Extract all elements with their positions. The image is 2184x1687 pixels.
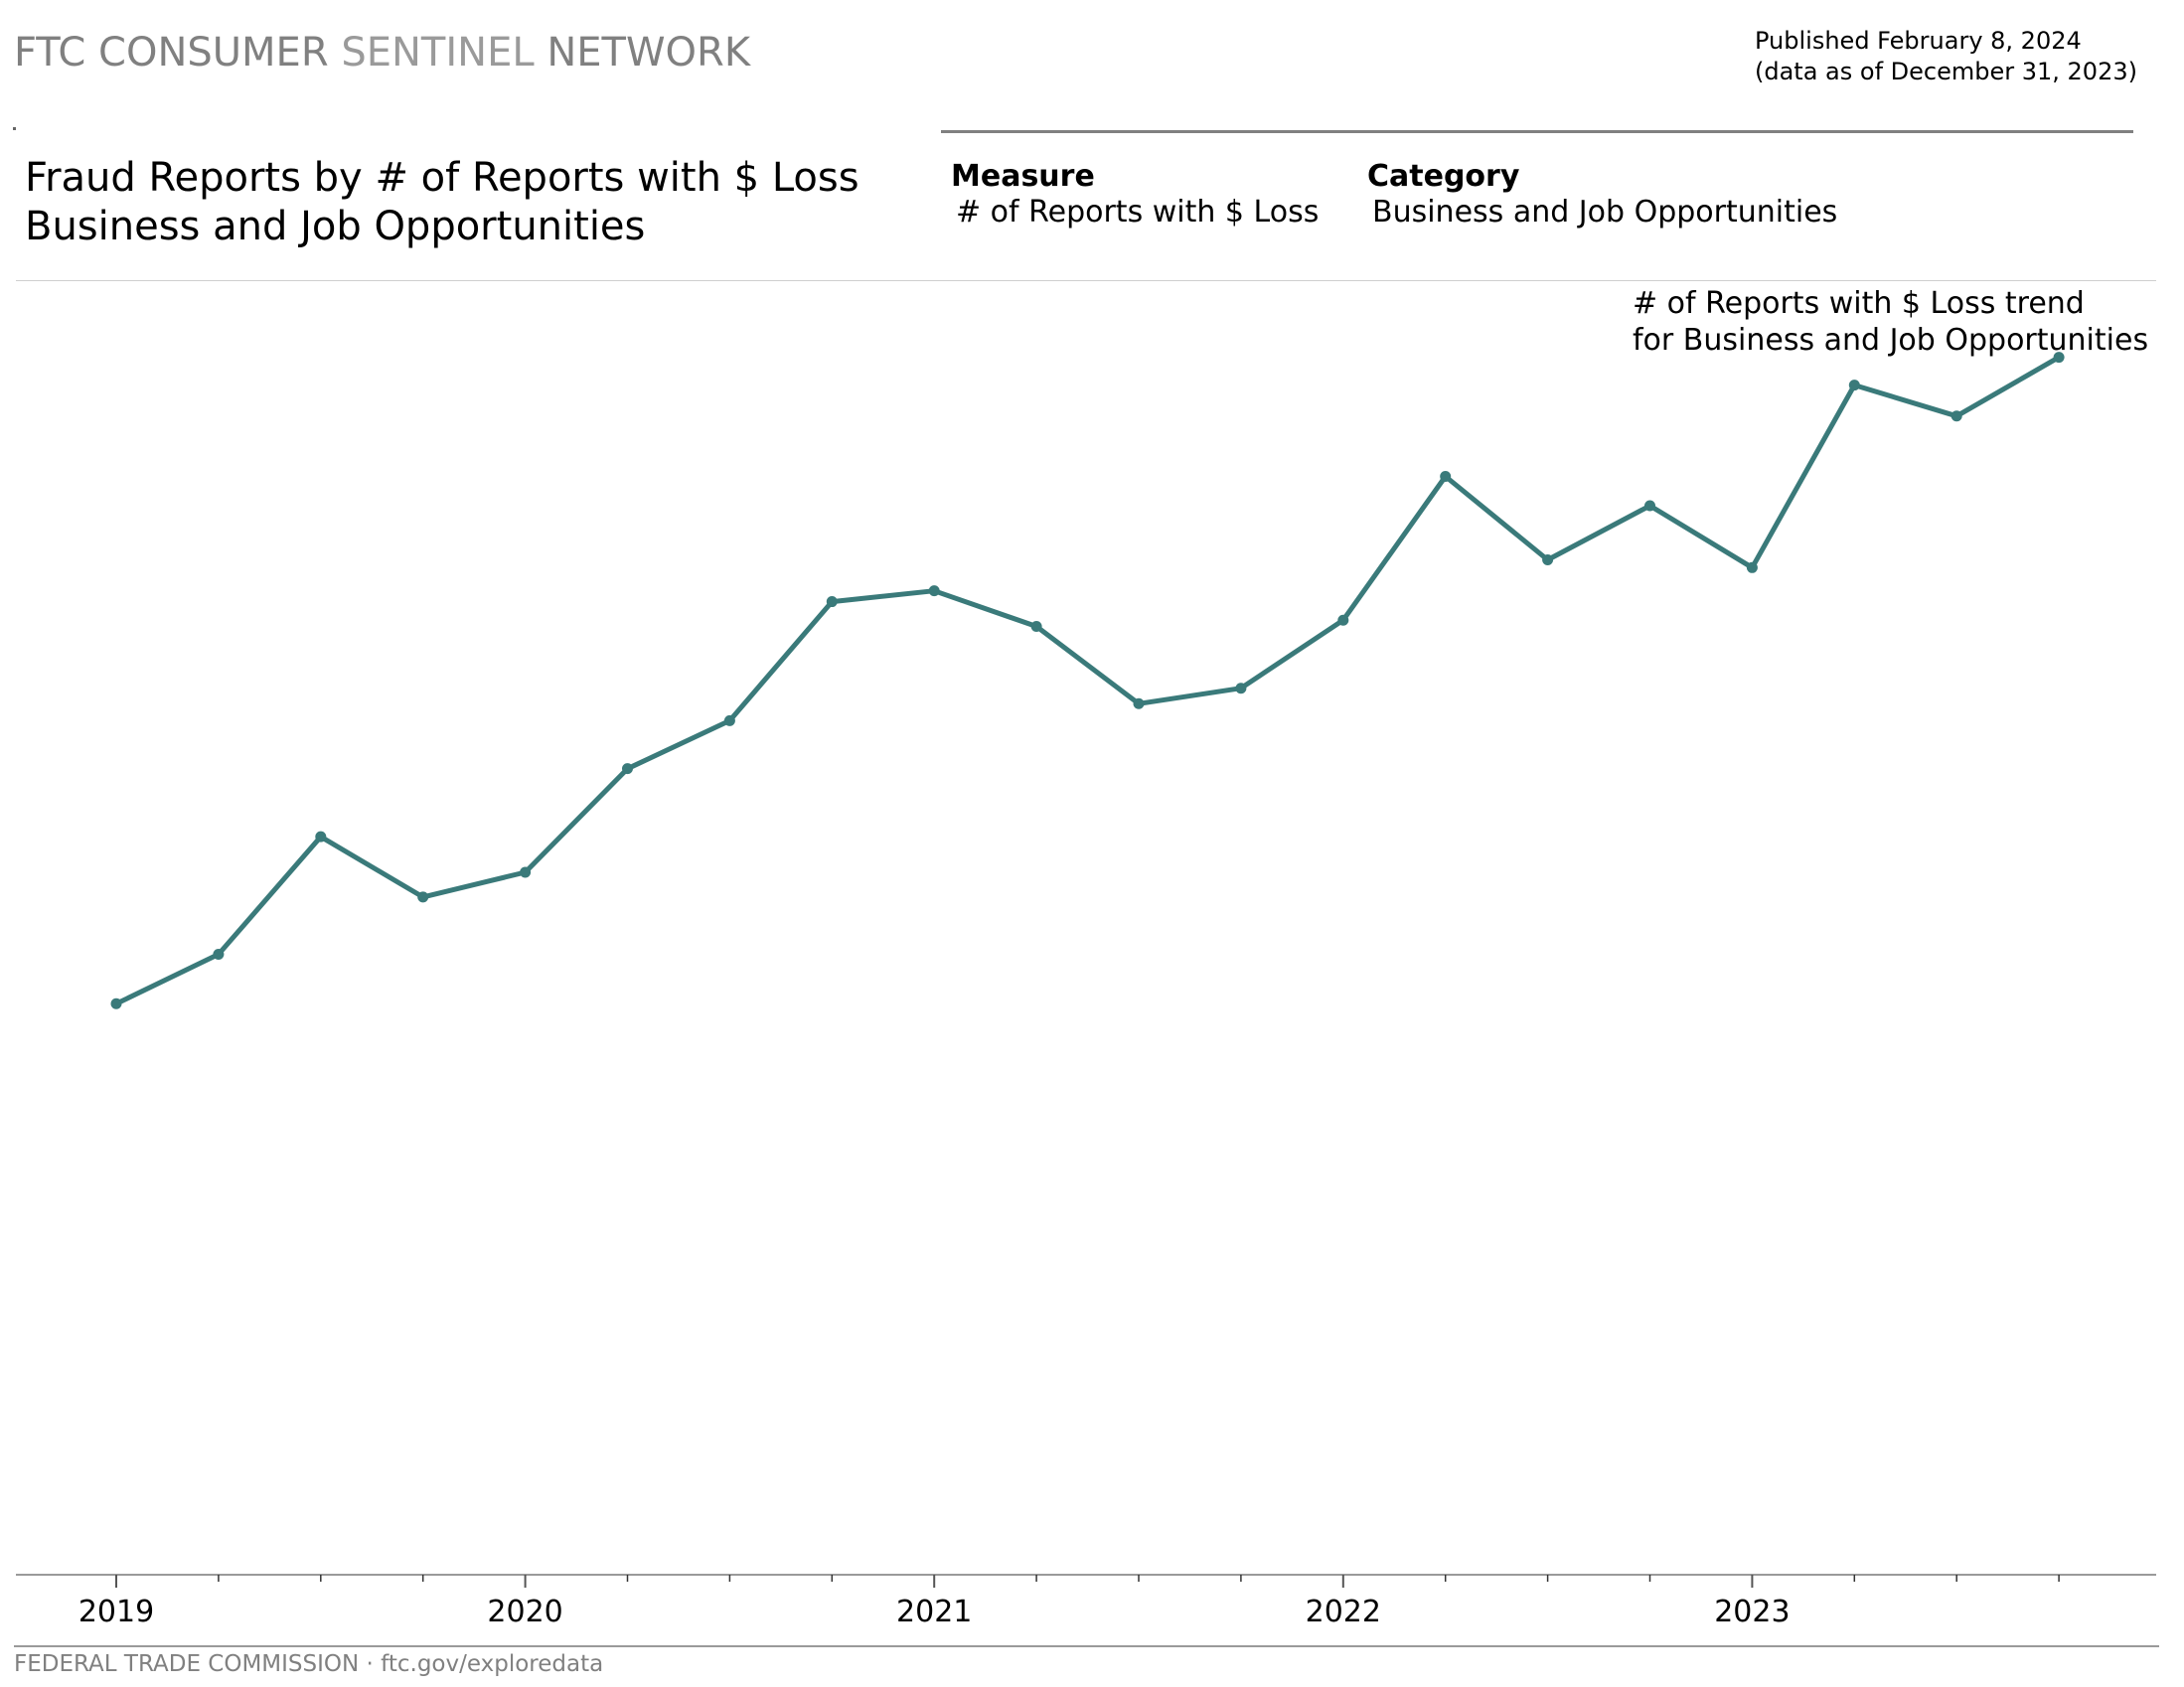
trend-annotation-line1: # of Reports with $ Loss trend [1633,286,2085,321]
category-value[interactable]: Business and Job Opportunities [1372,195,1838,230]
chart-title: Fraud Reports by # of Reports with $ Los… [25,154,859,251]
data-point[interactable] [1950,410,1962,422]
x-tick-label: 2023 [1714,1595,1790,1629]
data-point[interactable] [1337,614,1349,626]
measure-value[interactable]: # of Reports with $ Loss [956,195,1320,230]
footer-credit: FEDERAL TRADE COMMISSION · ftc.gov/explo… [14,1651,604,1677]
brand-ftc-consumer: FTC CONSUMER [14,30,329,76]
measure-label: Measure [951,159,1095,194]
brand-network: NETWORK [546,30,751,76]
measure-filter[interactable]: Measure # of Reports with $ Loss [951,159,1319,230]
data-point[interactable] [110,997,122,1009]
published-info: Published February 8, 2024 (data as of D… [1755,26,2137,87]
chart-title-line2: Business and Job Opportunities [25,204,646,249]
data-point[interactable] [1848,380,1860,391]
data-point[interactable] [928,585,940,597]
x-tick-label: 2022 [1306,1595,1381,1629]
trend-annotation-line2: for Business and Job Opportunities [1633,323,2149,358]
data-point[interactable] [520,866,532,878]
data-point[interactable] [1644,500,1655,512]
data-point[interactable] [2053,352,2065,364]
data-point[interactable] [1030,620,1042,632]
data-point[interactable] [1440,470,1452,482]
category-filter[interactable]: Category Business and Job Opportunities [1367,159,1837,230]
data-point[interactable] [315,831,327,843]
x-tick-label: 2020 [487,1595,562,1629]
data-point[interactable] [1746,561,1758,573]
published-date: Published February 8, 2024 [1755,27,2082,55]
header-rule [941,130,2133,133]
footer-rule [14,1645,2159,1647]
data-point[interactable] [723,714,735,726]
section-divider [16,280,2156,281]
data-point[interactable] [417,891,429,903]
x-axis: 2019 2020 2021 2022 2023 [16,1574,2156,1629]
header-mark [13,127,16,130]
data-point[interactable] [622,763,633,775]
data-point[interactable] [826,596,838,608]
chart-title-line1: Fraud Reports by # of Reports with $ Los… [25,155,859,201]
brand-title: FTC CONSUMER SENTINEL NETWORK [14,30,750,76]
series-layer [110,352,2065,1009]
series-line [113,355,2062,1006]
data-as-of: (data as of December 31, 2023) [1755,58,2137,85]
data-point[interactable] [213,948,225,960]
x-tick-label: 2021 [896,1595,972,1629]
x-tick-label: 2019 [78,1595,154,1629]
category-label: Category [1367,159,1520,194]
brand-sentinel: SENTINEL [341,30,535,76]
data-point[interactable] [1235,683,1247,694]
trend-annotation: # of Reports with $ Loss trend for Busin… [1633,285,2148,359]
data-point[interactable] [1542,554,1554,566]
data-point[interactable] [1133,697,1145,709]
